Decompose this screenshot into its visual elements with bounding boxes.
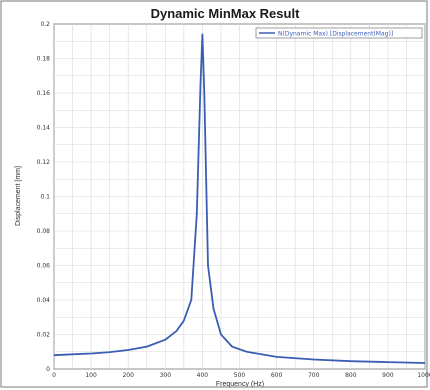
x-tick-label: 600: [271, 372, 283, 379]
y-tick-label: 0.04: [37, 297, 51, 304]
x-tick-label: 0: [52, 372, 56, 379]
y-tick-label: 0: [46, 366, 50, 373]
legend-entry: N(Dynamic Max) [Displacement(Mag)]: [278, 31, 393, 38]
x-tick-label: 800: [345, 372, 357, 379]
x-axis-label: Frequency (Hz): [216, 381, 264, 388]
x-tick-label: 100: [85, 372, 97, 379]
y-axis-label: Displacement [mm]: [15, 166, 22, 226]
legend: N(Dynamic Max) [Displacement(Mag)]: [255, 27, 423, 39]
series-line: [53, 33, 426, 364]
series-group: [53, 33, 426, 364]
x-tick-label: 200: [122, 372, 134, 379]
y-tick-label: 0.06: [37, 263, 51, 270]
y-tick-label: 0.14: [37, 125, 51, 132]
x-tick-label: 300: [160, 372, 172, 379]
x-tick-label: 500: [234, 372, 246, 379]
y-tick-label: 0.18: [37, 56, 51, 63]
y-tick-label: 0.08: [37, 228, 51, 235]
y-tick-label: 0.12: [37, 159, 51, 166]
y-tick-labels: 0 0.02 0.04 0.06 0.08 0.1 0.12 0.14 0.16 0.18 0.2: [37, 21, 51, 373]
x-tick-label: 700: [308, 372, 320, 379]
x-tick-label: 900: [382, 372, 394, 379]
y-tick-label: 0.02: [37, 332, 51, 339]
y-tick-label: 0.2: [40, 21, 50, 28]
y-tick-label: 0.1: [40, 194, 50, 201]
x-tick-label: 400: [197, 372, 209, 379]
chart-title: Dynamic MinMax Result: [151, 6, 300, 21]
y-tick-label: 0.16: [37, 90, 51, 97]
grid-lines: [53, 23, 426, 370]
legend-box: [255, 27, 423, 39]
